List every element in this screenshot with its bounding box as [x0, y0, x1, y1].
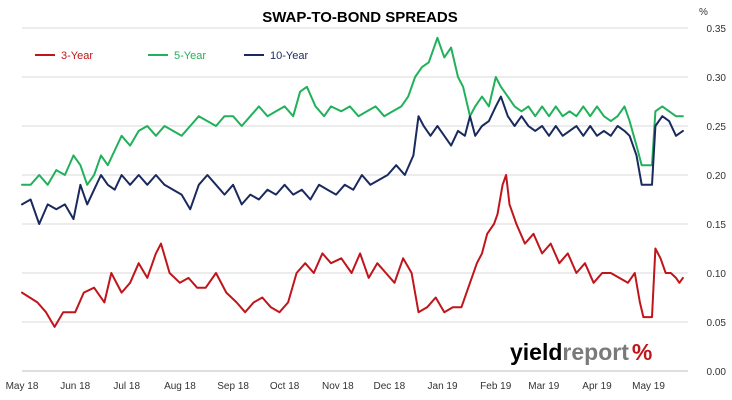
- x-tick-label: Jun 18: [60, 381, 90, 392]
- x-tick-label: Sep 18: [217, 381, 249, 392]
- logo-word-2: report: [562, 339, 629, 365]
- x-tick-label: Aug 18: [164, 381, 196, 392]
- y-tick-label: 0.10: [707, 269, 727, 280]
- legend-label: 3-Year: [61, 50, 93, 62]
- y-tick-label: 0.25: [707, 122, 727, 133]
- x-tick-label: Apr 19: [582, 381, 612, 392]
- x-tick-label: May 19: [632, 381, 665, 392]
- y-tick-label: 0.05: [707, 318, 727, 329]
- y-tick-label: 0.35: [707, 24, 727, 35]
- series-line-3-year: [21, 174, 684, 328]
- logo-word-1: yield: [510, 339, 562, 365]
- x-tick-label: Feb 19: [480, 381, 512, 392]
- legend-label: 10-Year: [270, 50, 308, 62]
- y-tick-label: 0.00: [707, 367, 727, 378]
- x-tick-label: Nov 18: [322, 381, 354, 392]
- series-line-5-year: [21, 36, 684, 186]
- series-lines: [21, 36, 684, 328]
- x-tick-label: Mar 19: [528, 381, 560, 392]
- x-tick-label: Dec 18: [373, 381, 405, 392]
- chart-title: SWAP-TO-BOND SPREADS: [262, 9, 458, 26]
- x-tick-label: Jan 19: [428, 381, 458, 392]
- y-tick-label: 0.30: [707, 73, 727, 84]
- y-tick-labels: 0.00 0.05 0.10 0.15 0.20 0.25 0.30 0.35: [707, 24, 727, 378]
- y-tick-label: 0.15: [707, 220, 727, 231]
- legend-label: 5-Year: [174, 50, 206, 62]
- x-tick-label: Oct 18: [270, 381, 300, 392]
- grid-lines: [22, 27, 688, 372]
- series-line-10-year: [21, 95, 684, 225]
- legend: 3-Year 5-Year 10-Year: [35, 50, 308, 62]
- logo-text: yieldreport%: [510, 339, 652, 365]
- y-tick-label: 0.20: [707, 171, 727, 182]
- x-tick-labels: May 18 Jun 18 Jul 18 Aug 18 Sep 18 Oct 18 Nov …: [6, 381, 666, 392]
- yieldreport-logo: yieldreport%: [510, 339, 652, 365]
- x-tick-label: May 18: [6, 381, 39, 392]
- logo-percent-icon: %: [632, 339, 652, 365]
- x-tick-label: Jul 18: [113, 381, 140, 392]
- y-axis-unit: %: [699, 7, 708, 18]
